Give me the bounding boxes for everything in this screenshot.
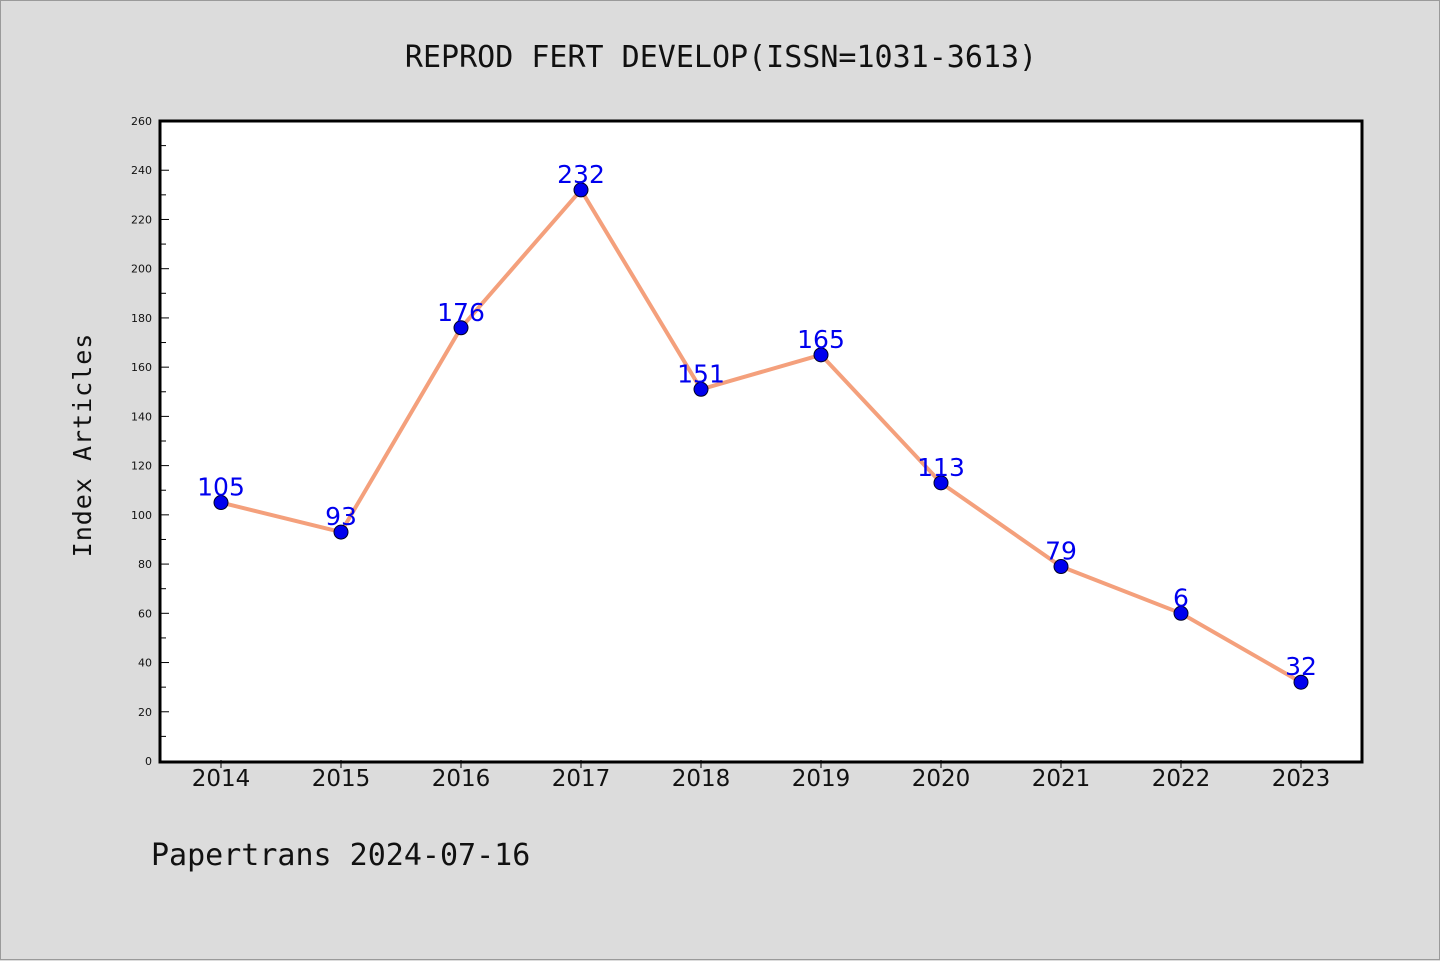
data-point: [1053, 559, 1069, 575]
y-tick-label: 220: [131, 213, 152, 226]
y-tick-label: 100: [131, 509, 152, 522]
data-label: 105: [197, 473, 245, 502]
data-labels: 105 93 176 232 151 165 113 79 6 32: [197, 160, 1317, 681]
y-tick-label: 0: [145, 755, 152, 768]
footer-watermark: Papertrans 2024-07-16: [151, 838, 530, 873]
x-tick-label: 2019: [792, 766, 851, 792]
y-tick-label: 120: [131, 460, 152, 473]
y-tick-label: 60: [138, 607, 152, 620]
y-tick-label: 200: [131, 263, 152, 276]
y-axis-label: Index Articles: [68, 333, 97, 558]
data-point: [933, 475, 949, 491]
x-tick-label: 2016: [432, 766, 491, 792]
x-tick-label: 2020: [912, 766, 971, 792]
y-axis: 0 20 40 60 80 100 120 140 160 180 200 220 240 260: [131, 115, 169, 768]
plot-area: [158, 119, 1364, 764]
x-tick-label: 2021: [1032, 766, 1091, 792]
x-tick-label: 2018: [672, 766, 731, 792]
data-point: [1173, 605, 1189, 621]
x-tick-label: 2022: [1152, 766, 1211, 792]
y-tick-label: 160: [131, 361, 152, 374]
x-tick-label: 2015: [312, 766, 371, 792]
series-line: [220, 187, 1302, 684]
y-tick-label: 140: [131, 410, 152, 423]
data-point: [213, 495, 229, 511]
data-point: [813, 347, 829, 363]
x-axis: 2014 2015 2016 2017 2018 2019 2020 2021 2022 2023: [192, 760, 1331, 792]
data-point: [333, 524, 349, 540]
y-tick-label: 260: [131, 115, 152, 128]
chart-title: REPROD FERT DEVELOP(ISSN=1031-3613): [405, 40, 1037, 75]
data-label: 151: [677, 359, 725, 388]
data-markers: [213, 182, 1309, 690]
data-label: 93: [325, 502, 357, 531]
data-point: [453, 320, 469, 336]
data-label: 113: [917, 453, 965, 482]
x-tick-label: 2017: [552, 766, 611, 792]
data-point: [1293, 674, 1309, 690]
data-label: 32: [1285, 652, 1317, 681]
data-label: 79: [1045, 537, 1077, 566]
data-label: 6: [1173, 583, 1189, 612]
y-tick-label: 20: [138, 706, 152, 719]
data-label: 165: [797, 325, 845, 354]
y-tick-label: 240: [131, 164, 152, 177]
y-tick-label: 80: [138, 558, 152, 571]
y-tick-label: 180: [131, 312, 152, 325]
x-tick-label: 2014: [192, 766, 251, 792]
data-label: 232: [557, 160, 605, 189]
x-tick-label: 2023: [1272, 766, 1331, 792]
y-tick-label: 40: [138, 657, 152, 670]
data-point: [573, 182, 589, 198]
data-label: 176: [437, 298, 485, 327]
data-point: [693, 381, 709, 397]
